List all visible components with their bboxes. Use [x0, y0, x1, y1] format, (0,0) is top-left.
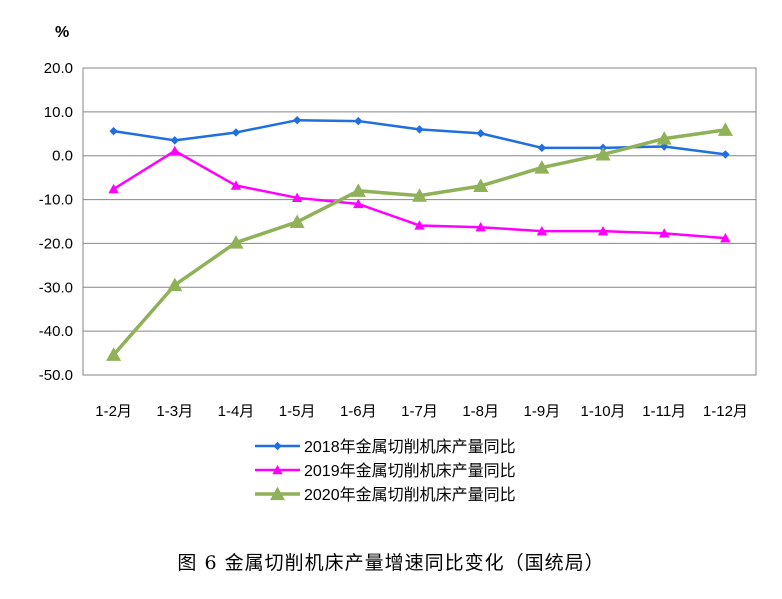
y-unit-label: % — [55, 24, 69, 41]
plot-frame — [82, 67, 757, 376]
x-tick-label: 1-5月 — [279, 403, 316, 420]
y-tick-label: -30.0 — [39, 279, 73, 296]
data-point-series-2 — [720, 233, 731, 243]
data-point-series-3 — [412, 188, 427, 202]
x-tick-label: 1-7月 — [401, 403, 438, 420]
data-point-series-3 — [228, 235, 244, 249]
y-tick-label: 0.0 — [52, 148, 73, 165]
x-tick-label: 1-6月 — [340, 403, 377, 420]
y-tick-label: 20.0 — [44, 60, 73, 77]
legend-label-3: 2020年金属切削机床产量同比 — [304, 486, 516, 504]
x-tick-label: 1-12月 — [703, 403, 748, 420]
data-point-series-3 — [473, 178, 489, 193]
legend-marker-2 — [272, 464, 283, 475]
data-point-series-1 — [354, 116, 363, 126]
x-tick-label: 1-2月 — [95, 403, 132, 420]
x-tick-label: 1-3月 — [156, 403, 193, 420]
figure-caption: 图 6 金属切削机床产量增速同比变化（国统局） — [177, 552, 605, 574]
data-point-series-3 — [534, 160, 550, 174]
data-point-series-3 — [167, 277, 183, 292]
data-point-series-1 — [537, 143, 547, 153]
legend-marker-1 — [273, 441, 282, 451]
data-point-series-3 — [350, 183, 366, 197]
y-tick-label: -50.0 — [39, 367, 73, 384]
data-point-series-2 — [291, 192, 303, 203]
x-tick-label: 1-8月 — [462, 403, 499, 420]
y-tick-label: -10.0 — [39, 192, 73, 209]
x-tick-label: 1-4月 — [218, 403, 255, 420]
data-point-series-3 — [595, 146, 611, 161]
legend-label-2: 2019年金属切削机床产量同比 — [304, 462, 516, 480]
data-point-series-2 — [536, 226, 548, 236]
data-point-series-1 — [170, 136, 179, 145]
data-point-series-3 — [717, 122, 733, 136]
x-tick-label: 1-9月 — [524, 403, 561, 420]
data-point-series-1 — [292, 115, 302, 125]
data-point-series-1 — [231, 128, 241, 137]
data-point-series-3 — [106, 347, 122, 361]
data-point-series-2 — [353, 198, 364, 209]
plot-area: 20.0 10.0 0.0 -10.0 -20.0 -30.0 -40.0 -50.0 1-2月… — [39, 60, 757, 420]
data-point-series-1 — [476, 129, 485, 138]
data-point-series-2 — [597, 226, 609, 236]
x-tick-label: 1-10月 — [581, 403, 626, 420]
x-tick-label: 1-11月 — [642, 403, 686, 420]
data-point-series-2 — [230, 180, 242, 190]
legend-marker-3 — [270, 486, 285, 501]
data-point-series-1 — [415, 125, 424, 134]
data-point-series-1 — [721, 150, 730, 159]
y-tick-label: -40.0 — [39, 323, 73, 340]
data-point-series-2 — [475, 222, 486, 232]
data-point-series-2 — [169, 145, 180, 156]
data-point-series-3 — [656, 131, 672, 145]
data-point-series-2 — [659, 228, 670, 238]
legend: 2018年金属切削机床产量同比 2019年金属切削机床产量同比 2020年金属切削机… — [255, 438, 516, 504]
y-tick-label: 10.0 — [44, 104, 73, 121]
data-point-series-3 — [289, 214, 305, 229]
series-line-3 — [112, 128, 726, 356]
legend-label-1: 2018年金属切削机床产量同比 — [304, 438, 516, 456]
data-point-series-2 — [414, 220, 425, 230]
data-point-series-1 — [109, 126, 118, 136]
data-point-series-2 — [108, 183, 119, 194]
y-tick-label: -20.0 — [39, 235, 73, 252]
